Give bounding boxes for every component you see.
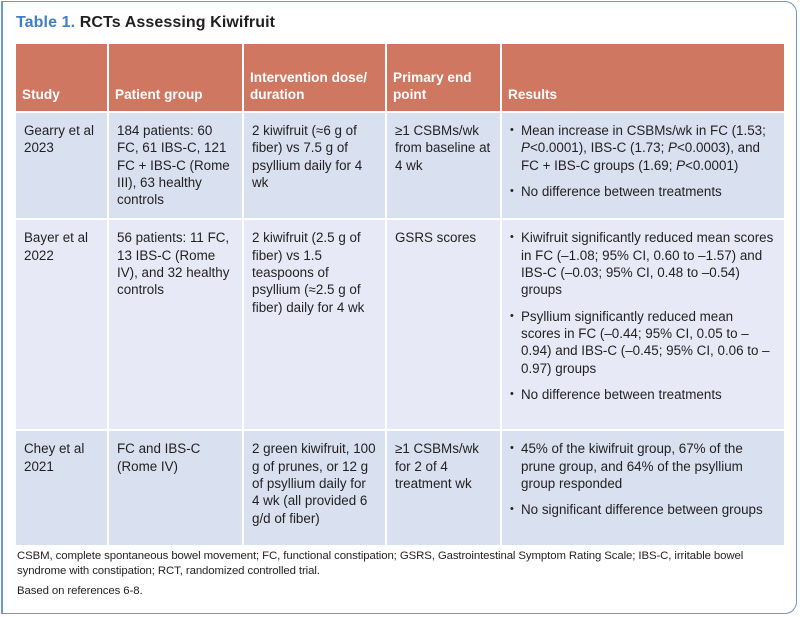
table-number: Table 1. xyxy=(16,14,76,31)
header-patient-group: Patient group xyxy=(107,44,243,112)
cell-endpoint: ≥1 CSBMs/wk for 2 of 4 treatment wk xyxy=(385,429,501,546)
result-item: Mean increase in CSBMs/wk in FC (1.53; P… xyxy=(510,122,776,174)
result-item: No difference between treatments xyxy=(510,183,776,201)
cell-intervention: 2 kiwifruit (2.5 g of fiber) vs 1.5 teas… xyxy=(242,218,386,431)
table-row: Chey et al 2021 FC and IBS-C (Rome IV) 2… xyxy=(16,429,784,546)
result-item: Psyllium significantly reduced mean scor… xyxy=(510,308,776,377)
table-row: Bayer et al 2022 56 patients: 11 FC, 13 … xyxy=(16,218,784,431)
cell-patient-group: 184 patients: 60 FC, 61 IBS-C, 121 FC + … xyxy=(107,110,243,220)
header-results: Results xyxy=(500,44,784,112)
cell-study: Gearry et al 2023 xyxy=(16,110,108,220)
result-item: 45% of the kiwifruit group, 67% of the p… xyxy=(510,440,776,492)
cell-results: 45% of the kiwifruit group, 67% of the p… xyxy=(500,429,784,546)
table-footnote: CSBM, complete spontaneous bowel movemen… xyxy=(17,549,777,604)
result-item: No significant difference between groups xyxy=(510,501,776,519)
table-title: Table 1. RCTs Assessing Kiwifruit xyxy=(16,14,275,32)
cell-endpoint: ≥1 CSBMs/wk from baseline at 4 wk xyxy=(385,110,501,220)
abbreviations-note: CSBM, complete spontaneous bowel movemen… xyxy=(17,550,744,577)
result-item: Kiwifruit significantly reduced mean sco… xyxy=(510,229,776,298)
header-primary-end-point: Primary end point xyxy=(385,44,501,112)
result-item: No difference between treatments xyxy=(510,386,776,404)
cell-intervention: 2 green kiwifruit, 100 g of prunes, or 1… xyxy=(242,429,386,546)
source-note: Based on references 6-8. xyxy=(17,585,143,597)
cell-results: Kiwifruit significantly reduced mean sco… xyxy=(500,218,784,431)
cell-study: Chey et al 2021 xyxy=(16,429,108,546)
cell-intervention: 2 kiwifruit (≈6 g of fiber) vs 7.5 g of … xyxy=(242,110,386,220)
table-row: Gearry et al 2023 184 patients: 60 FC, 6… xyxy=(16,110,784,220)
table-title-text: RCTs Assessing Kiwifruit xyxy=(79,14,276,31)
header-intervention: Intervention dose/ duration xyxy=(242,44,386,112)
cell-results: Mean increase in CSBMs/wk in FC (1.53; P… xyxy=(500,110,784,220)
header-study: Study xyxy=(16,44,108,112)
cell-patient-group: FC and IBS-C (Rome IV) xyxy=(107,429,243,546)
kiwifruit-rct-table: Study Patient group Intervention dose/ d… xyxy=(16,44,784,546)
header-row: Study Patient group Intervention dose/ d… xyxy=(16,44,784,112)
cell-endpoint: GSRS scores xyxy=(385,218,501,431)
cell-study: Bayer et al 2022 xyxy=(16,218,108,431)
cell-patient-group: 56 patients: 11 FC, 13 IBS-C (Rome IV), … xyxy=(107,218,243,431)
